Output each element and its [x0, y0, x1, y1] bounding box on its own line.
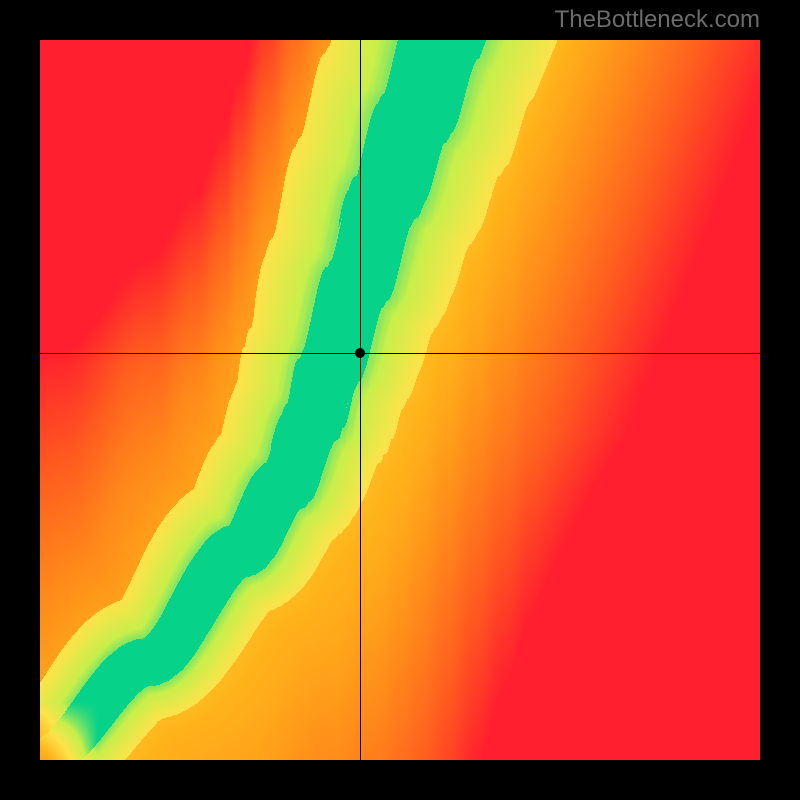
attribution-text: TheBottleneck.com [555, 6, 760, 34]
heatmap-canvas [40, 40, 760, 760]
crosshair-horizontal [40, 353, 760, 354]
heatmap-plot [40, 40, 760, 760]
crosshair-vertical [360, 40, 361, 760]
marker-dot [355, 348, 365, 358]
